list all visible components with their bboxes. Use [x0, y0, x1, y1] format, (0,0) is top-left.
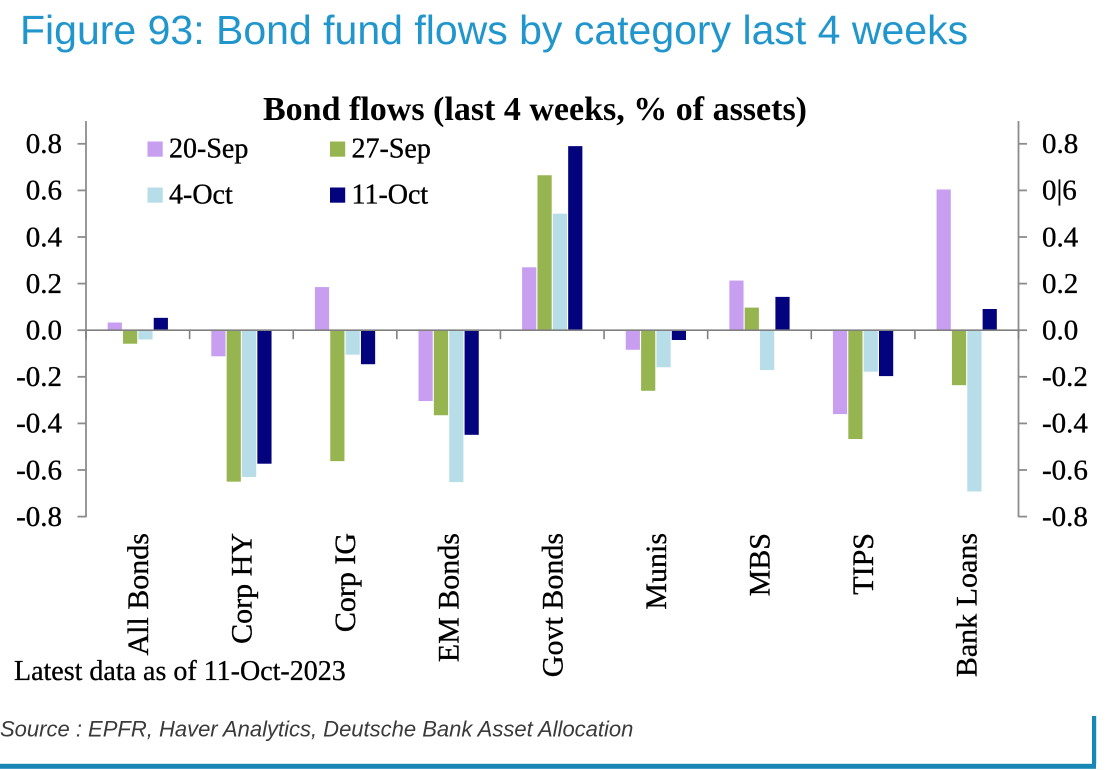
svg-text:-0.4: -0.4: [1042, 408, 1088, 440]
svg-text:Munis: Munis: [640, 533, 673, 610]
svg-text:All Bonds: All Bonds: [122, 533, 155, 656]
svg-text:0.0: 0.0: [26, 315, 62, 347]
svg-text:-0.8: -0.8: [1042, 501, 1088, 533]
svg-text:20-Sep: 20-Sep: [169, 133, 248, 164]
svg-text:0.2: 0.2: [26, 268, 62, 300]
svg-text:EM Bonds: EM Bonds: [433, 533, 466, 662]
svg-text:-0.2: -0.2: [1042, 361, 1088, 393]
svg-text:0.8: 0.8: [26, 128, 62, 160]
svg-text:-0.8: -0.8: [16, 501, 62, 533]
svg-text:Bond flows (last 4 weeks, % of: Bond flows (last 4 weeks, % of assets): [263, 91, 807, 128]
svg-text:27-Sep: 27-Sep: [352, 133, 431, 164]
svg-text:-0.6: -0.6: [1042, 454, 1088, 486]
svg-text:0.4: 0.4: [26, 221, 63, 253]
svg-text:Figure 93: Bond fund flows by: Figure 93: Bond fund flows by category l…: [20, 7, 968, 53]
svg-text:MBS: MBS: [743, 533, 776, 596]
svg-text:0.4: 0.4: [1042, 221, 1079, 253]
svg-text:11-Oct: 11-Oct: [352, 179, 429, 210]
svg-text:-0.6: -0.6: [16, 454, 62, 486]
svg-text:Latest data as of 11-Oct-2023: Latest data as of 11-Oct-2023: [14, 656, 346, 687]
svg-text:0|6: 0|6: [1042, 175, 1077, 207]
svg-text:Source : EPFR, Haver Analytics: Source : EPFR, Haver Analytics, Deutsche…: [0, 717, 633, 742]
svg-text:0.6: 0.6: [26, 175, 62, 207]
svg-text:-0.2: -0.2: [16, 361, 62, 393]
svg-text:0.8: 0.8: [1042, 128, 1078, 160]
svg-text:Corp HY: Corp HY: [225, 533, 258, 644]
svg-text:Corp IG: Corp IG: [329, 533, 362, 632]
svg-text:TIPS: TIPS: [847, 533, 880, 595]
svg-text:0.0: 0.0: [1042, 315, 1078, 347]
svg-text:4-Oct: 4-Oct: [169, 179, 233, 210]
svg-text:Govt Bonds: Govt Bonds: [536, 533, 569, 677]
svg-text:-0.4: -0.4: [16, 408, 62, 440]
svg-text:0.2: 0.2: [1042, 268, 1078, 300]
svg-text:Bank Loans: Bank Loans: [951, 533, 984, 677]
